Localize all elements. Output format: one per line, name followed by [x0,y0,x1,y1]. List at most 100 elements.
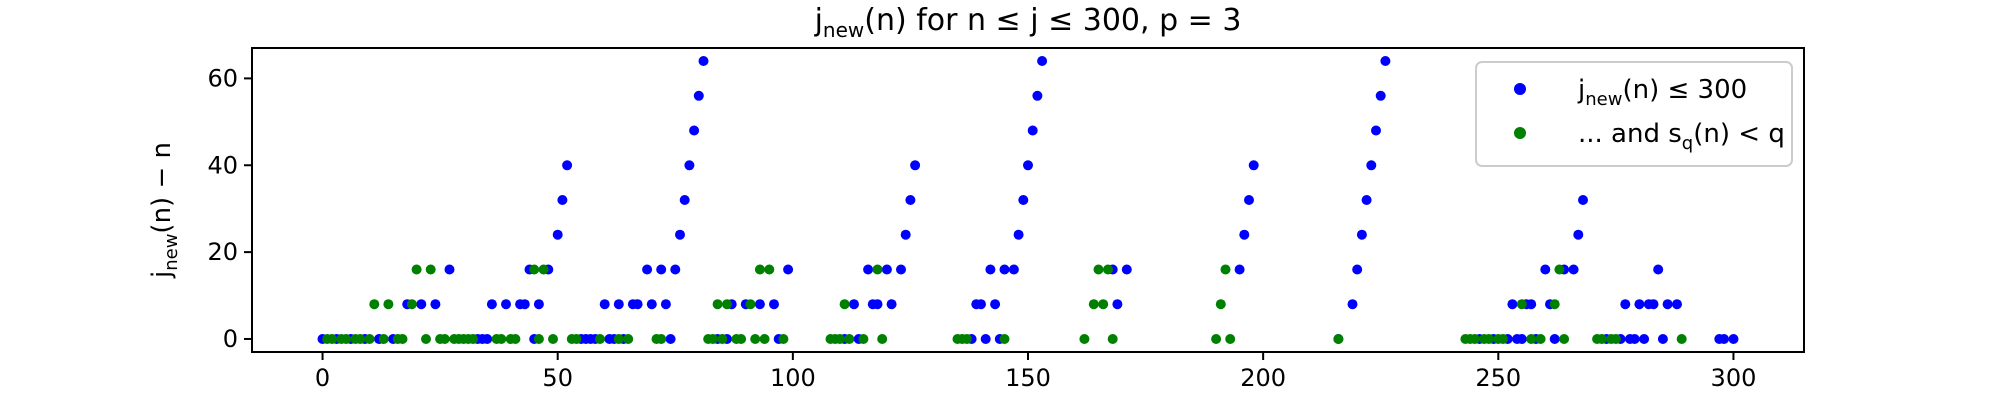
data-point-blue [519,299,530,310]
data-point-green [1596,334,1607,344]
x-tick-label: 50 [542,364,573,392]
data-point-blue [670,264,681,275]
data-point-green [1215,299,1226,310]
data-point-blue [980,334,991,344]
data-point-green [961,334,972,344]
data-point-green [1333,334,1344,344]
data-point-green [533,334,544,344]
x-tick-label: 100 [770,364,816,392]
data-point-blue [1380,56,1391,66]
data-point-blue [900,229,911,240]
data-point-blue [1526,299,1537,310]
data-point-green [425,264,436,275]
data-point-blue [886,299,897,310]
data-point-blue [783,264,794,275]
x-tick-label: 250 [1475,364,1521,392]
data-point-green [1469,334,1480,344]
data-point-green [406,299,417,310]
data-point-blue [910,160,921,171]
data-point-blue [1728,334,1739,344]
data-point-blue [1672,299,1682,310]
data-point-green [1498,334,1508,344]
data-point-blue [642,264,653,275]
data-point-green [510,334,521,344]
data-point-blue [849,299,859,310]
data-point-blue [1366,160,1377,171]
legend-label: jnew​(n) ≤ 300 [1577,75,1747,110]
data-point-blue [1516,334,1527,344]
data-point-green [1220,264,1231,275]
data-point-blue [430,299,441,310]
data-point-blue [1549,334,1560,344]
data-point-green [538,264,549,275]
data-point-green [613,334,624,344]
data-point-green [369,299,380,310]
data-point-green [759,334,770,344]
data-point-blue [1244,195,1254,205]
y-tick-label: 40 [207,151,238,179]
data-point-blue [905,195,916,205]
data-point-green [834,334,845,344]
data-point-blue [1639,334,1650,344]
legend: jnew​(n) ≤ 300 ... and sq​(n) < q [1475,61,1793,167]
data-point-blue [1578,195,1588,205]
chart-title: jnew​(n) for n ≤ j ≤ 300, p = 3 [814,3,1242,42]
data-point-blue [1657,334,1668,344]
data-point-blue [1507,299,1518,310]
data-point-green [411,264,422,275]
data-point-blue [646,299,657,310]
data-point-blue [486,299,497,310]
data-point-blue [985,264,996,275]
data-point-blue [1653,264,1664,275]
data-point-green [750,334,761,344]
x-tick-label: 200 [1240,364,1286,392]
data-point-blue [665,334,676,344]
data-point-green [717,334,728,344]
data-point-blue [872,299,883,310]
x-axis: 0 50 100 150 200 250 300 [315,352,1756,392]
data-point-blue [482,334,493,344]
data-point-green [1549,299,1560,310]
data-point-green [745,299,756,310]
data-point-green [778,334,789,344]
data-point-green [571,334,582,344]
data-point-green [1516,299,1527,310]
data-point-blue [1347,299,1358,310]
data-point-blue [689,125,700,136]
data-point-green [1079,334,1090,344]
data-point-green [1098,299,1109,310]
data-point-green [439,334,450,344]
data-point-green [712,299,723,310]
data-point-green [1554,264,1565,275]
data-point-green [1103,264,1113,275]
data-point-green [496,334,507,344]
data-point-blue [999,264,1010,275]
data-point-blue [1371,125,1381,136]
data-point-green [722,299,732,310]
data-point-blue [552,229,563,240]
y-tick-label: 20 [207,238,238,266]
data-point-green [364,334,375,344]
data-points [317,56,1739,344]
data-point-green [1225,334,1236,344]
data-point-blue [1234,264,1245,275]
legend-box [1475,61,1793,167]
data-point-blue [1375,90,1386,101]
data-point-blue [533,299,544,310]
data-point-blue [501,299,511,310]
data-point-green [383,299,394,310]
data-point-green [595,334,605,344]
data-point-blue [976,299,986,310]
data-point-blue [684,160,695,171]
data-point-green [858,334,869,344]
data-point-green [754,264,765,275]
data-point-blue [1008,264,1019,275]
data-point-blue [557,195,568,205]
data-point-green [707,334,718,344]
data-point-green [623,334,634,344]
data-point-blue [896,264,906,275]
legend-label: ... and sq​(n) < q [1578,119,1785,154]
data-point-blue [1112,299,1123,310]
data-point-green [872,264,883,275]
